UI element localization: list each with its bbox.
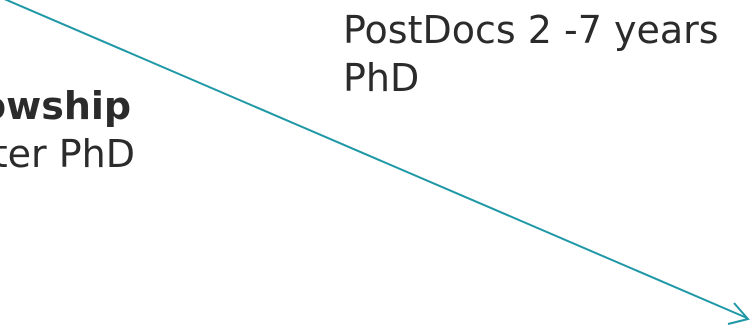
fellowship-node: owship fter PhD xyxy=(0,82,200,178)
postdocs-node: PostDocs 2 -7 years PhD xyxy=(343,6,755,102)
arrow-line xyxy=(4,0,748,319)
postdocs-line-1: PostDocs 2 -7 years xyxy=(343,8,719,52)
fellowship-subtitle: fter PhD xyxy=(0,132,135,176)
fellowship-title: owship xyxy=(0,84,132,128)
postdocs-line-2: PhD xyxy=(343,56,420,100)
arrow-head-icon xyxy=(727,302,750,325)
